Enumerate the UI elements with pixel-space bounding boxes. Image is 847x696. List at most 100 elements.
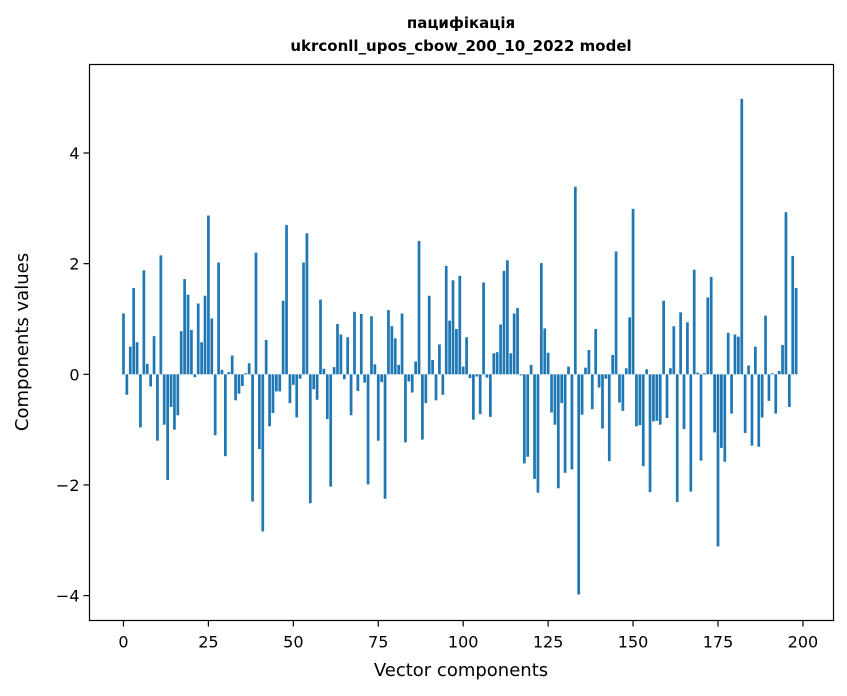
bar — [787, 374, 791, 407]
bar — [237, 374, 241, 394]
bar — [607, 374, 611, 462]
bar — [213, 374, 217, 436]
x-tick-label: 200 — [788, 633, 819, 652]
bar — [703, 373, 706, 375]
bar — [414, 361, 417, 375]
bar — [424, 374, 428, 404]
bar — [210, 318, 214, 375]
bar — [573, 186, 577, 375]
bar — [302, 262, 305, 375]
bar — [298, 374, 302, 379]
bar — [641, 374, 645, 467]
chart-subtitle: ukrconll_upos_cbow_200_10_2022 model — [290, 37, 631, 55]
bar — [274, 374, 278, 392]
bar — [397, 364, 401, 375]
bar — [556, 374, 560, 489]
bar — [594, 328, 598, 375]
bar — [567, 366, 570, 375]
bar — [132, 288, 136, 375]
bar — [322, 368, 326, 375]
bar — [349, 374, 353, 416]
bar — [628, 317, 632, 375]
bar — [390, 326, 394, 375]
bar — [465, 337, 468, 375]
bar — [458, 275, 462, 375]
x-tick-label: 100 — [448, 633, 479, 652]
bar — [244, 373, 248, 375]
x-tick-label: 125 — [533, 633, 564, 652]
bar — [614, 251, 618, 375]
bar — [509, 353, 513, 375]
bar — [247, 363, 251, 375]
bar — [720, 374, 723, 448]
bar — [794, 288, 798, 375]
bar — [319, 299, 322, 375]
bar — [774, 374, 778, 414]
bar — [308, 374, 312, 504]
bar — [757, 374, 761, 447]
bar — [791, 255, 795, 375]
bar — [152, 336, 156, 375]
bar — [393, 338, 397, 375]
bar — [383, 374, 387, 499]
bar — [176, 374, 180, 416]
y-axis-ticks: −4 −2 0 2 4 — [56, 144, 90, 606]
bar — [325, 374, 329, 420]
bar — [754, 346, 757, 375]
bar — [359, 314, 363, 375]
bar — [519, 374, 523, 376]
bar — [777, 370, 781, 375]
x-tick-label: 25 — [198, 633, 218, 652]
bar — [536, 374, 540, 493]
bar — [604, 374, 608, 379]
x-tick-label: 175 — [703, 633, 734, 652]
bar — [516, 307, 519, 375]
bar — [254, 252, 258, 375]
bar — [193, 374, 197, 378]
bar — [125, 374, 129, 395]
bar — [529, 364, 533, 375]
y-tick-label: 2 — [69, 255, 79, 274]
bar — [648, 374, 652, 493]
bar — [482, 282, 485, 375]
bar — [682, 374, 686, 430]
bar — [312, 374, 316, 390]
x-tick-label: 0 — [118, 633, 128, 652]
bar — [315, 374, 319, 400]
plot-frame — [88, 63, 835, 622]
bar — [149, 374, 153, 387]
bar — [261, 374, 265, 532]
bar — [264, 340, 268, 375]
bar — [621, 374, 625, 411]
bar — [332, 367, 336, 375]
bar — [407, 374, 411, 382]
bar — [169, 374, 173, 407]
bar — [356, 374, 360, 391]
bar — [373, 364, 377, 375]
bar — [624, 368, 628, 375]
bar — [196, 303, 200, 375]
bar — [224, 374, 227, 457]
bar — [190, 330, 193, 375]
bar — [726, 332, 730, 375]
bar — [363, 374, 367, 383]
bar — [495, 352, 499, 375]
bar — [767, 374, 771, 401]
bar — [145, 363, 149, 375]
bar — [404, 374, 407, 443]
bar — [638, 374, 642, 426]
bar — [750, 374, 754, 446]
bar — [438, 344, 441, 375]
bar — [533, 374, 536, 479]
bar — [455, 328, 458, 375]
bar — [506, 260, 509, 375]
bar — [675, 374, 679, 503]
bar — [434, 374, 438, 401]
bar — [183, 279, 186, 375]
bar — [699, 374, 703, 461]
bar — [234, 374, 237, 401]
bar — [539, 263, 543, 375]
bar — [410, 374, 414, 393]
bar — [241, 374, 244, 386]
